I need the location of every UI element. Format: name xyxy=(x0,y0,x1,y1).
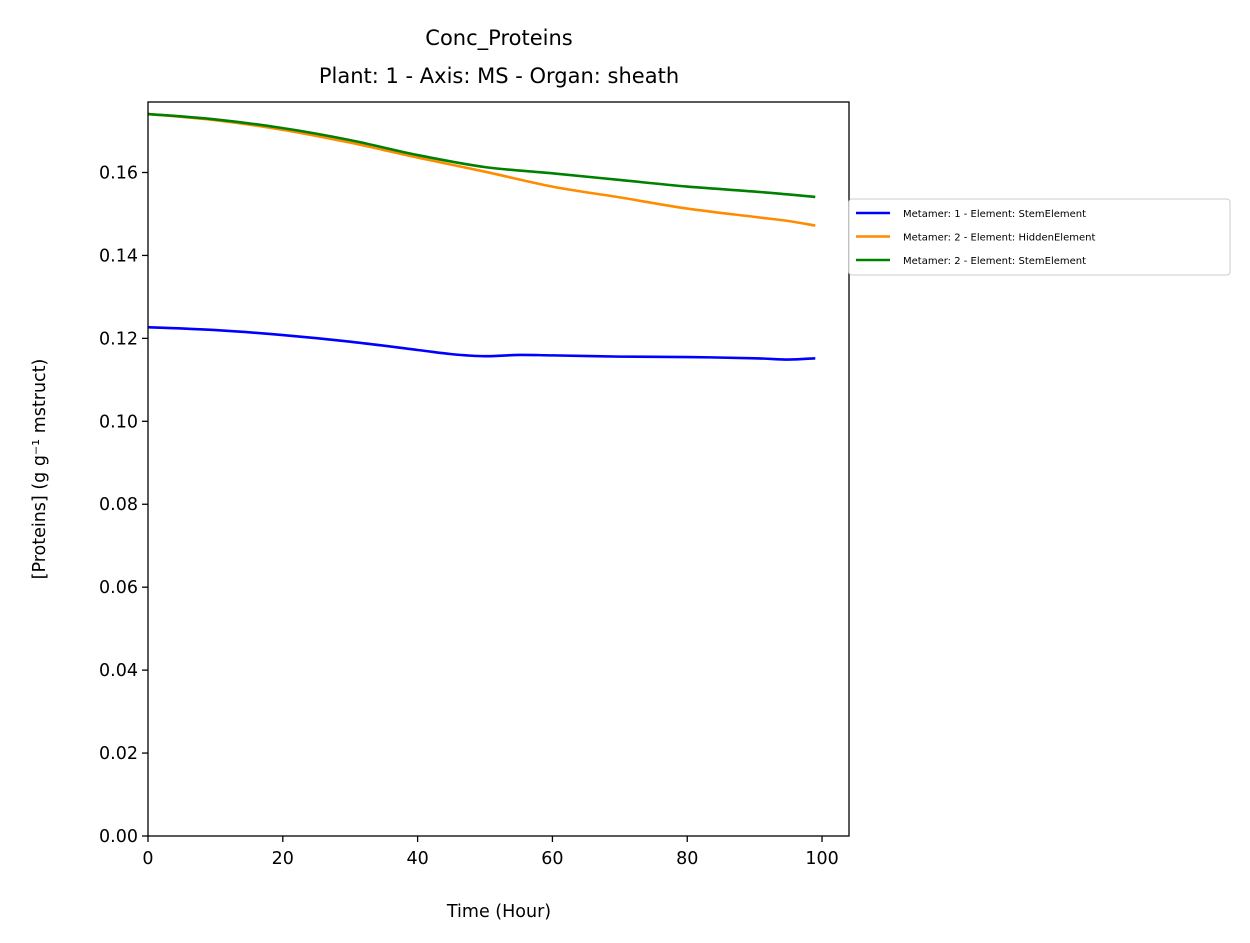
chart-subtitle: Plant: 1 - Axis: MS - Organ: sheath xyxy=(319,64,679,88)
x-axis-label: Time (Hour) xyxy=(446,902,551,922)
plot-frame xyxy=(147,101,850,837)
legend: Metamer: 1 - Element: StemElement Metamer… xyxy=(848,198,1231,276)
x-tick-label: 60 xyxy=(541,849,563,869)
y-tick-label: 0.00 xyxy=(99,827,138,847)
y-tick-label: 0.12 xyxy=(99,329,138,349)
y-tick-label: 0.02 xyxy=(99,744,138,764)
legend-label: Metamer: 2 - Element: StemElement xyxy=(903,256,1086,267)
plot-area xyxy=(147,101,850,837)
y-tick-label: 0.10 xyxy=(99,412,138,432)
legend-frame xyxy=(848,198,1231,276)
y-axis: 0.00 0.02 0.04 0.06 0.08 0.10 0.12 0.14 0.16 xyxy=(99,163,148,847)
x-tick-label: 0 xyxy=(142,849,153,869)
chart-title: Conc_Proteins xyxy=(425,26,572,51)
x-tick-label: 40 xyxy=(406,849,428,869)
legend-label: Metamer: 1 - Element: StemElement xyxy=(903,209,1086,220)
y-tick-label: 0.04 xyxy=(99,661,138,681)
y-tick-label: 0.08 xyxy=(99,495,138,515)
y-axis-label: [Proteins] (g g⁻¹ mstruct) xyxy=(30,359,50,580)
y-tick-label: 0.06 xyxy=(99,578,138,598)
legend-label: Metamer: 2 - Element: HiddenElement xyxy=(903,233,1095,244)
x-axis: 0 20 40 60 80 100 xyxy=(142,836,839,869)
x-tick-label: 100 xyxy=(805,849,838,869)
series-layer xyxy=(147,112,816,361)
x-tick-label: 20 xyxy=(272,849,294,869)
y-tick-label: 0.16 xyxy=(99,163,138,183)
series-line xyxy=(147,112,816,227)
series-line xyxy=(147,112,816,199)
series-line xyxy=(147,325,816,361)
x-tick-label: 80 xyxy=(676,849,698,869)
y-tick-label: 0.14 xyxy=(99,246,138,266)
